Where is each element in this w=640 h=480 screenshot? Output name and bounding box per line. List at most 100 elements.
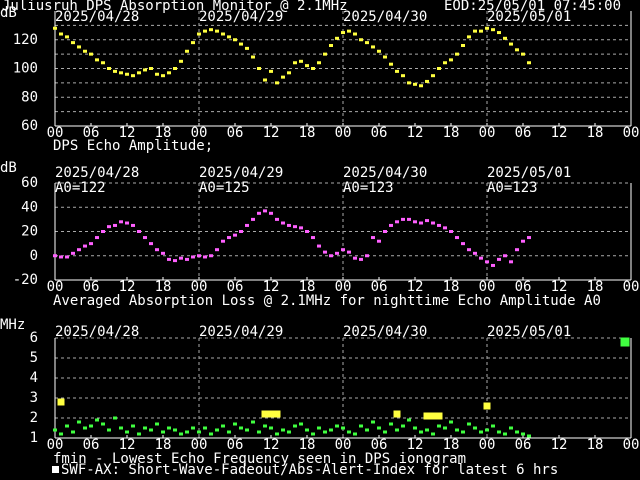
data-point [455,236,459,240]
data-point [407,418,411,422]
data-point [71,251,75,255]
data-point [197,32,201,36]
data-point [299,422,303,426]
x-tick-label: 18 [155,437,172,453]
data-point [281,75,285,79]
x-tick-label: 12 [263,279,280,295]
data-point [251,55,255,59]
data-point [491,28,495,32]
date-label: 2025/04/29 [199,9,283,25]
data-point [437,223,441,227]
x-tick-label: 00 [623,125,640,141]
data-point [491,263,495,267]
data-point [467,35,471,39]
data-point [137,432,141,436]
x-tick-label: 18 [443,279,460,295]
data-point [449,230,453,233]
data-point [455,428,459,432]
date-label: 2025/04/30 [343,324,427,340]
data-point [239,230,243,233]
data-point [185,49,189,53]
legend-label: Averaged Absorption Loss @ 2.1MHz for ni… [53,293,601,309]
data-point [365,254,369,258]
data-point [299,59,303,63]
x-tick-label: 06 [83,279,100,295]
data-point [161,251,165,255]
data-point [143,236,147,240]
data-point [245,223,249,227]
data-point [395,69,399,73]
data-point [377,426,381,430]
data-point [317,61,321,65]
data-point [95,236,99,240]
data-point [497,257,501,261]
data-point [515,430,519,434]
data-point [527,61,531,65]
data-point [329,428,333,432]
data-point [329,44,333,47]
data-point [179,256,183,260]
data-point [263,209,267,213]
x-tick-label: 18 [155,279,172,295]
data-point [419,221,423,225]
data-point [239,42,243,46]
data-point [335,36,339,40]
data-point [251,217,255,221]
data-point [287,71,291,75]
data-point [431,74,435,78]
data-point [119,426,123,430]
x-tick-label: 06 [227,125,244,141]
data-point [251,420,255,424]
data-point [473,426,477,430]
data-point [515,248,519,252]
data-point [347,250,351,254]
x-tick-label: 00 [335,437,352,453]
data-point [461,44,465,47]
data-point [389,62,393,66]
x-tick-label: 12 [263,437,280,453]
y-tick-label: 100 [13,61,38,77]
data-point [245,428,249,432]
data-point [53,26,57,30]
data-point [185,430,189,434]
data-point [393,410,401,418]
x-tick-label: 00 [623,279,640,295]
data-point [143,68,147,72]
y-tick-label: 5 [30,350,38,366]
data-point [443,226,447,230]
x-tick-label: 12 [263,125,280,141]
data-point [167,71,171,75]
data-point [131,74,135,78]
y-tick-label: 2 [30,410,38,426]
data-point [95,418,99,422]
data-point [125,430,129,434]
data-point [269,211,273,215]
data-point [191,255,195,259]
data-point [365,428,369,432]
data-point [419,430,423,434]
x-tick-label: 00 [191,125,208,141]
x-tick-label: 18 [299,125,316,141]
data-point [233,422,237,426]
data-point [437,67,441,70]
data-point [101,230,105,233]
data-point [65,424,69,428]
data-point [401,74,405,78]
x-tick-label: 06 [371,437,388,453]
data-point [341,426,345,430]
x-tick-label: 06 [83,437,100,453]
data-point [317,426,321,430]
data-point [329,254,333,258]
data-point [317,244,321,248]
x-tick-label: 12 [407,125,424,141]
data-point [401,217,405,221]
data-point [263,424,267,428]
data-point [479,430,483,434]
data-point [515,48,519,52]
data-point [305,428,309,432]
data-point [503,36,507,40]
data-point [299,226,303,230]
x-tick-label: 00 [191,437,208,453]
data-point [191,426,195,430]
